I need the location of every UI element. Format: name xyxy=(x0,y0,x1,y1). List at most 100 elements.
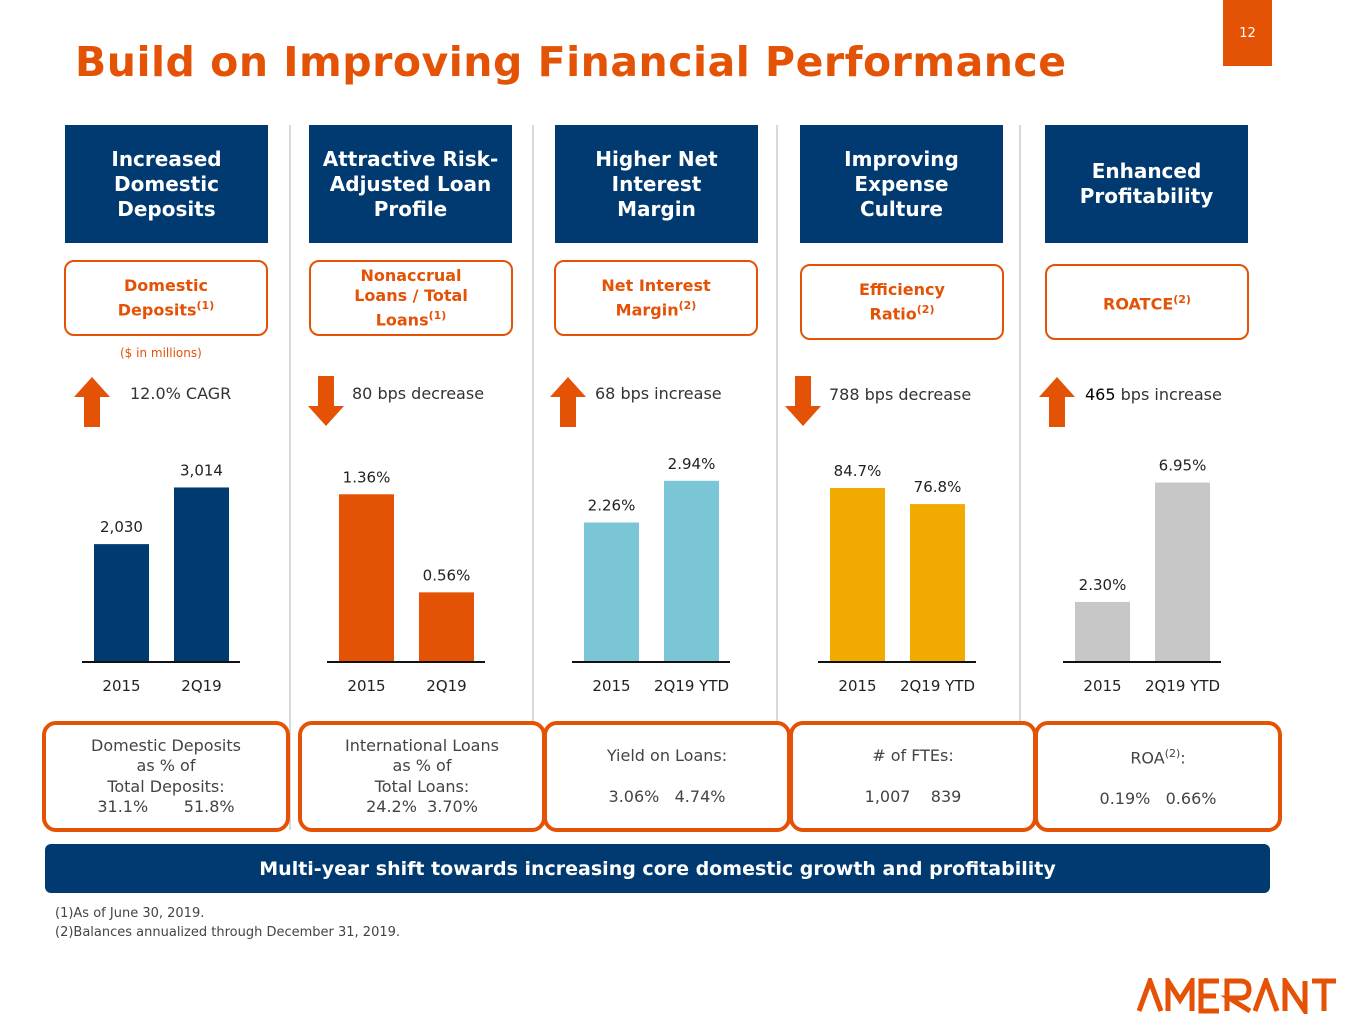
footnote-ref: (1) xyxy=(428,308,447,322)
chart-bar xyxy=(339,494,394,661)
chart-bar xyxy=(1155,482,1210,661)
arrow-up-icon xyxy=(1038,377,1076,433)
footnote-ref: (2) xyxy=(1173,292,1191,306)
pillar-header: Enhanced Profitability xyxy=(1045,125,1248,243)
metric-label: Nonaccrual Loans / Total Loans(1) xyxy=(354,266,468,330)
metric-label-line: ROATCE(2) xyxy=(1103,290,1191,314)
column-divider xyxy=(1019,125,1021,830)
bar-value-label: 76.8% xyxy=(914,478,962,496)
callout-line-text: Total Deposits: xyxy=(107,776,225,796)
category-label: 2Q19 YTD xyxy=(654,677,729,695)
bar-chart: 1.36% 2015 0.56% 2Q19 xyxy=(317,440,562,700)
bar-value-label: 2.94% xyxy=(668,455,716,473)
pillar-header: Attractive Risk- Adjusted Loan Profile xyxy=(309,125,512,243)
bar-chart: 2.30% 2015 6.95% 2Q19 YTD xyxy=(1053,440,1298,700)
callout-line-text: as % of xyxy=(136,756,196,775)
pillar-header-text: Attractive Risk- Adjusted Loan Profile xyxy=(322,146,499,221)
callout-line xyxy=(607,766,727,787)
category-label: 2Q19 YTD xyxy=(1145,677,1220,695)
bar-chart: 84.7% 2015 76.8% 2Q19 YTD xyxy=(808,440,1053,700)
change-summary: 12.0% CAGR xyxy=(130,384,231,403)
category-label: 2015 xyxy=(102,677,140,695)
callout-text: Yield on Loans: 3.06% 4.74% xyxy=(607,746,727,808)
metric-label-box: Net Interest Margin(2) xyxy=(554,260,758,336)
metric-label-text: ROATCE xyxy=(1103,294,1174,314)
chart-bar xyxy=(910,504,965,661)
arrow-down-icon xyxy=(784,376,822,432)
arrow-up-icon xyxy=(73,377,111,433)
callout-box: International Loans as % of Total Loans: 24… xyxy=(298,721,546,832)
category-label: 2Q19 xyxy=(426,677,466,695)
metric-label-box: Nonaccrual Loans / Total Loans(1) xyxy=(309,260,513,336)
callout-line-text: ROA xyxy=(1130,747,1165,767)
pillar-header: Improving Expense Culture xyxy=(800,125,1003,243)
callout-line-text: 31.1% 51.8% xyxy=(97,797,235,816)
metric-label-text: Ratio xyxy=(869,304,917,324)
metric-label-text: Net Interest xyxy=(601,275,711,295)
callout-line: 3.06% 4.74% xyxy=(607,787,727,808)
callout-line: as % of xyxy=(91,756,241,777)
column-divider xyxy=(289,125,291,830)
metric-label: Efficiency Ratio(2) xyxy=(859,280,945,324)
change-text: 80 bps decrease xyxy=(352,384,485,403)
bar-value-label: 2,030 xyxy=(100,518,143,536)
bar-value-label: 2.30% xyxy=(1079,576,1127,594)
bar-chart: 2.26% 2015 2.94% 2Q19 YTD xyxy=(562,440,807,700)
bar-chart-svg: 1.36% 2015 0.56% 2Q19 xyxy=(327,468,485,695)
bar-chart-svg: 2.26% 2015 2.94% 2Q19 YTD xyxy=(572,455,730,695)
footnote: (1)As of June 30, 2019. xyxy=(55,906,205,921)
change-summary: 80 bps decrease xyxy=(352,384,484,403)
callout-line: # of FTEs: xyxy=(865,746,962,767)
bar-chart: 2,030 2015 3,014 2Q19 xyxy=(72,440,317,700)
pillar-header-text: Improving Expense Culture xyxy=(844,146,959,221)
metric-label-text: Efficiency xyxy=(859,279,945,299)
bar-value-label: 84.7% xyxy=(834,462,882,480)
callout-line-text: # of FTEs: xyxy=(872,745,954,765)
bar-chart-svg: 84.7% 2015 76.8% 2Q19 YTD xyxy=(818,462,976,695)
callout-line: Total Loans: xyxy=(345,777,499,798)
callout-text: ROA(2): 0.19% 0.66% xyxy=(1100,744,1217,810)
footnote-ref: (2) xyxy=(1164,746,1181,760)
callout-line-text: as % of xyxy=(392,756,452,775)
metric-label-text: Deposits xyxy=(117,300,197,320)
category-label: 2015 xyxy=(347,677,385,695)
pillar-header: Higher Net Interest Margin xyxy=(555,125,758,243)
metric-label-text: Loans / Total xyxy=(354,285,468,305)
bar-chart-svg: 2.30% 2015 6.95% 2Q19 YTD xyxy=(1063,457,1221,695)
metric-label-text: Nonaccrual xyxy=(360,265,462,285)
metric-label-line: Deposits(1) xyxy=(118,296,214,320)
metric-label: ROATCE(2) xyxy=(1103,290,1191,314)
column-divider xyxy=(532,125,534,830)
metric-label-line: Margin(2) xyxy=(601,296,710,320)
bar-value-label: 0.56% xyxy=(423,566,471,584)
column-divider xyxy=(776,125,778,830)
footnote-ref: (1) xyxy=(196,298,215,312)
change-value: 465 xyxy=(1085,385,1116,404)
callout-line-text: Total Loans: xyxy=(374,776,470,796)
callout-line xyxy=(865,766,962,787)
callout-line-text: 24.2% 3.70% xyxy=(366,797,478,816)
callout-box: Yield on Loans: 3.06% 4.74% xyxy=(543,721,791,832)
arrow-down-icon xyxy=(307,376,345,432)
category-label: 2015 xyxy=(838,677,876,695)
callout-line: Yield on Loans: xyxy=(607,746,727,767)
callout-line: as % of xyxy=(345,756,499,777)
summary-banner: Multi-year shift towards increasing core… xyxy=(45,844,1270,893)
amerant-logo xyxy=(1136,972,1357,1020)
callout-box: ROA(2): 0.19% 0.66% xyxy=(1034,721,1282,832)
metric-label-text: Margin xyxy=(615,300,679,320)
page-title: Build on Improving Financial Performance xyxy=(75,38,1067,86)
callout-line xyxy=(1100,768,1217,789)
change-text: 788 bps decrease xyxy=(829,385,972,404)
arrow-up-icon xyxy=(549,377,587,433)
category-label: 2Q19 xyxy=(181,677,221,695)
callout-line-text: 3.06% 4.74% xyxy=(608,786,726,806)
pillar-header-text: Increased Domestic Deposits xyxy=(111,146,222,221)
metric-label-text: Domestic xyxy=(124,275,208,295)
callout-text: Domestic Deposits as % of Total Deposits: 3… xyxy=(91,736,241,818)
callout-line-text: Yield on Loans: xyxy=(606,745,728,765)
metric-label-line: Ratio(2) xyxy=(859,300,945,324)
chart-bar xyxy=(94,544,149,661)
change-text: 12.0% CAGR xyxy=(130,384,232,403)
callout-line: ROA(2): xyxy=(1100,744,1217,769)
